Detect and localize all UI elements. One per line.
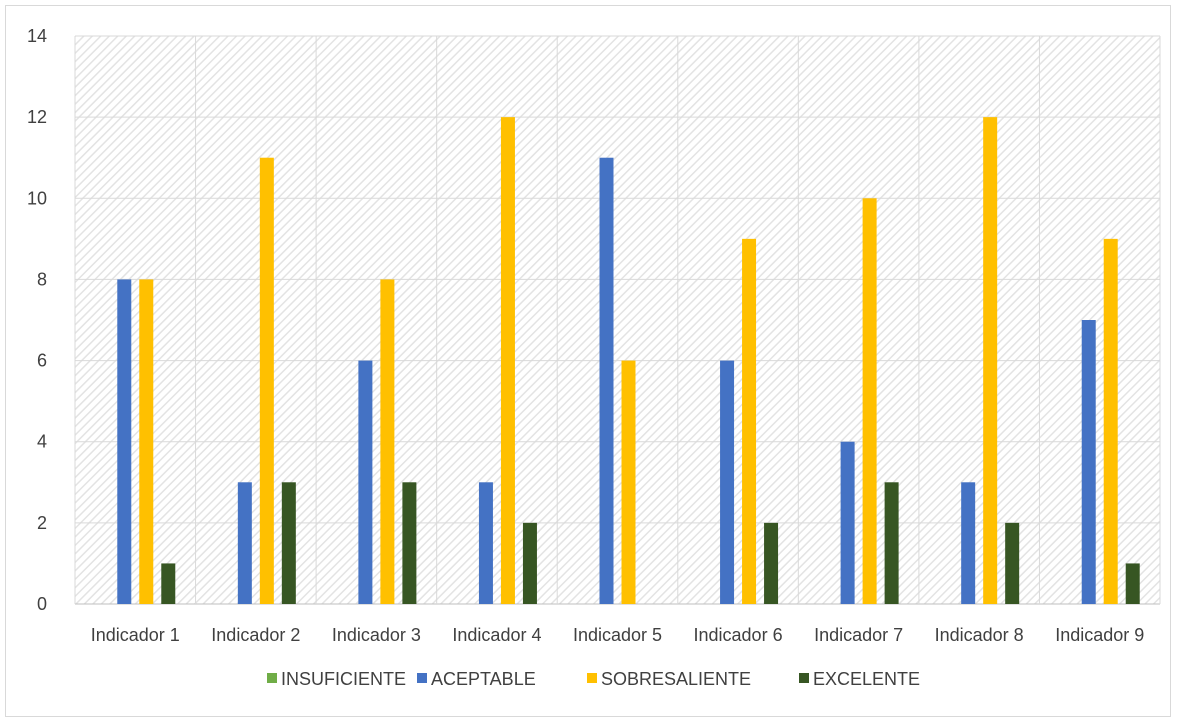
bar-excelente xyxy=(1005,522,1020,604)
y-tick-label: 4 xyxy=(37,432,47,452)
bar-excelente xyxy=(161,563,176,604)
bar-sobresaliente xyxy=(742,238,757,604)
bar-excelente xyxy=(1125,563,1140,604)
bar-sobresaliente xyxy=(983,117,998,605)
x-tick-label: Indicador 7 xyxy=(814,625,903,645)
y-tick-label: 0 xyxy=(37,594,47,614)
legend-label: SOBRESALIENTE xyxy=(601,669,751,689)
x-tick-label: Indicador 8 xyxy=(935,625,1024,645)
bar-sobresaliente xyxy=(621,360,636,604)
y-tick-label: 2 xyxy=(37,513,47,533)
y-tick-label: 14 xyxy=(27,26,47,46)
bar-excelente xyxy=(522,522,537,604)
bar-aceptable xyxy=(478,482,493,604)
x-tick-label: Indicador 1 xyxy=(91,625,180,645)
bar-aceptable xyxy=(358,360,373,604)
bar-sobresaliente xyxy=(139,279,154,604)
legend-swatch xyxy=(417,673,427,683)
x-tick-label: Indicador 9 xyxy=(1055,625,1144,645)
legend-swatch xyxy=(267,673,277,683)
legend-label: INSUFICIENTE xyxy=(281,669,406,689)
bar-excelente xyxy=(281,482,296,604)
bar-sobresaliente xyxy=(862,198,877,605)
bar-excelente xyxy=(884,482,899,604)
x-tick-label: Indicador 5 xyxy=(573,625,662,645)
bar-aceptable xyxy=(961,482,976,604)
y-tick-label: 12 xyxy=(27,107,47,127)
bar-excelente xyxy=(764,522,779,604)
legend-swatch xyxy=(587,673,597,683)
x-tick-label: Indicador 3 xyxy=(332,625,421,645)
bar-aceptable xyxy=(599,157,614,604)
x-tick-label: Indicador 6 xyxy=(694,625,783,645)
bar-sobresaliente xyxy=(1103,238,1118,604)
bar-sobresaliente xyxy=(500,117,515,605)
y-tick-label: 10 xyxy=(27,188,47,208)
x-tick-label: Indicador 4 xyxy=(452,625,541,645)
bar-aceptable xyxy=(1081,320,1096,604)
bar-sobresaliente xyxy=(259,157,274,604)
y-tick-label: 6 xyxy=(37,351,47,371)
bar-aceptable xyxy=(720,360,735,604)
bar-aceptable xyxy=(237,482,252,604)
legend-label: EXCELENTE xyxy=(813,669,920,689)
legend-label: ACEPTABLE xyxy=(431,669,536,689)
bar-sobresaliente xyxy=(380,279,395,604)
bar-aceptable xyxy=(117,279,132,604)
bar-excelente xyxy=(402,482,417,604)
y-tick-label: 8 xyxy=(37,269,47,289)
legend-swatch xyxy=(799,673,809,683)
bar-aceptable xyxy=(840,441,855,604)
x-tick-label: Indicador 2 xyxy=(211,625,300,645)
plot-area xyxy=(75,36,1160,604)
